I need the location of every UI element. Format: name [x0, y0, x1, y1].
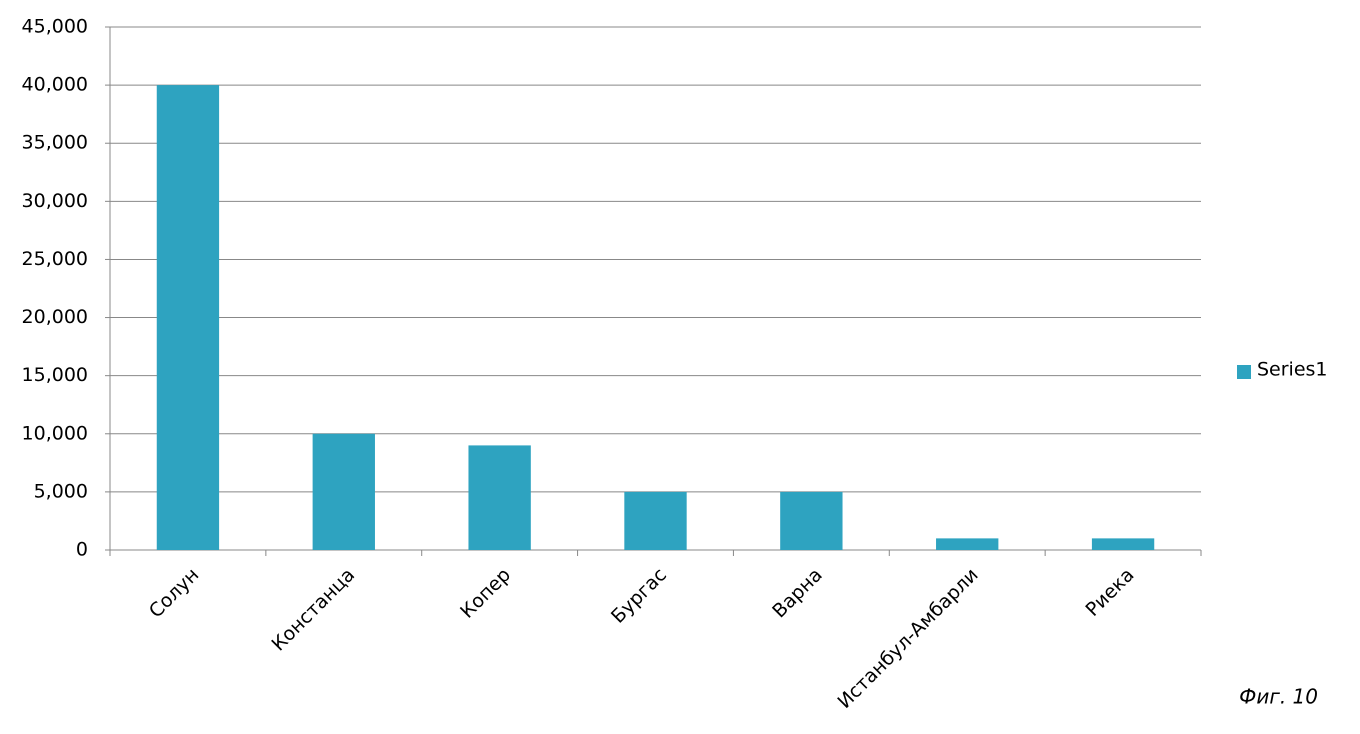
x-tick-label: Констанца: [267, 564, 359, 656]
bar: [624, 491, 687, 550]
y-tick-label: 20,000: [22, 306, 88, 328]
y-tick-label: 25,000: [22, 248, 88, 270]
x-tick-label: Истанбул-Амбарли: [833, 564, 982, 713]
x-tick-label: Бургас: [607, 564, 671, 628]
x-tick-label: Риека: [1081, 564, 1138, 621]
bar: [156, 85, 220, 550]
annotation: Фиг. 10: [1239, 685, 1318, 709]
bar: [468, 445, 531, 550]
y-tick-label: 40,000: [22, 74, 88, 96]
bar: [1091, 538, 1155, 550]
legend-label: Series1: [1257, 359, 1328, 381]
x-tick-label: Варна: [768, 564, 827, 623]
y-tick-label: 15,000: [22, 364, 88, 386]
y-tick-label: 10,000: [22, 422, 88, 444]
legend-swatch: [1237, 365, 1251, 379]
bar: [312, 433, 375, 550]
bar: [936, 538, 999, 550]
x-tick-label: Солун: [145, 564, 203, 622]
y-tick-label: 5,000: [34, 480, 88, 502]
y-tick-label: 35,000: [22, 132, 88, 154]
x-tick-label: Копер: [456, 564, 515, 623]
y-tick-label: 45,000: [22, 16, 88, 38]
y-tick-label: 0: [76, 539, 88, 561]
bar: [780, 491, 843, 550]
y-tick-label: 30,000: [22, 190, 88, 212]
